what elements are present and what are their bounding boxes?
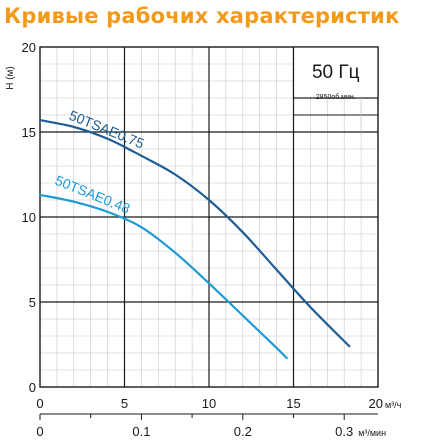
x-tick-label: 15 <box>286 396 300 411</box>
curve-label-50tsae048: 50TSAE0.48 <box>53 172 133 217</box>
curve-50TSAE0.48 <box>38 193 288 360</box>
frequency-label: 50 Гц <box>312 62 360 83</box>
frequency-box <box>292 46 379 99</box>
y-tick-label: 10 <box>22 210 36 225</box>
x-axis-unit-label: м³/ч <box>385 400 402 410</box>
chart-title: Кривые рабочих характеристик <box>4 4 400 28</box>
y-tick-label: 20 <box>22 40 36 55</box>
secondary-x-tick-label: 0.1 <box>132 424 150 439</box>
x-tick-label: 5 <box>121 396 128 411</box>
secondary-x-axis-unit-label: м³/мин <box>358 428 386 438</box>
speed-label: 2850об.мин. <box>316 93 356 101</box>
x-tick-label: 0 <box>36 396 43 411</box>
y-tick-label: 15 <box>22 125 36 140</box>
y-axis-label: H (м) <box>5 66 16 90</box>
secondary-x-tick-label: 0.3 <box>335 424 353 439</box>
x-tick-label: 20 <box>369 396 383 411</box>
x-tick-label: 10 <box>202 396 216 411</box>
secondary-x-tick-label: 0 <box>36 424 43 439</box>
y-tick-label: 0 <box>29 380 36 395</box>
plot-frame <box>39 46 379 388</box>
curve-50TSAE0.75 <box>38 119 351 348</box>
y-tick-label: 5 <box>29 295 36 310</box>
secondary-x-tick-label: 0.2 <box>234 424 252 439</box>
